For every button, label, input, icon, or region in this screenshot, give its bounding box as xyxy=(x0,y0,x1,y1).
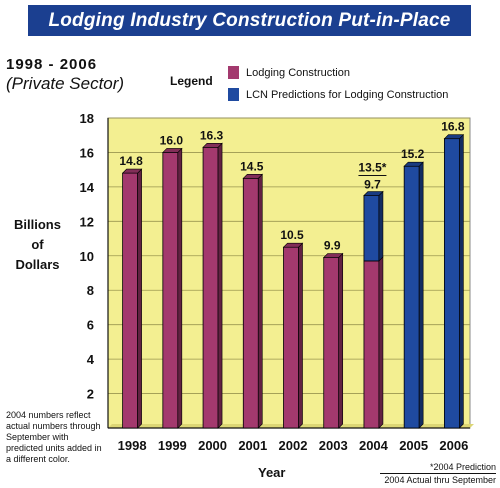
data-label: 10.5 xyxy=(280,228,304,242)
x-tick-label: 1998 xyxy=(118,438,147,453)
x-tick-label: 2006 xyxy=(439,438,468,453)
prediction-note-line2: 2004 Actual thru September xyxy=(384,475,496,485)
y-axis-label-line: of xyxy=(31,237,44,252)
bar-actual xyxy=(242,177,259,429)
bar-actual-side xyxy=(217,142,223,429)
y-tick-label: 4 xyxy=(87,352,95,367)
sector-subtitle: (Private Sector) xyxy=(6,74,125,93)
bar-prediction-top xyxy=(363,191,384,196)
bar-prediction-side xyxy=(378,190,384,262)
prediction-note-line1: *2004 Prediction xyxy=(380,461,496,474)
bar-prediction-side xyxy=(459,133,464,429)
data-label: 14.5 xyxy=(240,159,264,173)
bar-actual xyxy=(283,246,299,429)
bar-prediction xyxy=(363,195,380,262)
x-tick-label: 2002 xyxy=(279,438,308,453)
x-tick-label: 2003 xyxy=(319,438,348,453)
y-tick-label: 12 xyxy=(80,214,94,229)
bar-actual-side xyxy=(298,242,303,429)
bar-actual-top xyxy=(242,173,264,179)
bar-prediction-top xyxy=(403,161,424,167)
data-label: 13.5* xyxy=(358,161,386,175)
bar-actual-top xyxy=(162,148,183,153)
y-tick-label: 2 xyxy=(87,387,94,402)
bar-prediction-top xyxy=(443,134,465,139)
title-banner: Lodging Industry Construction Put-in-Pla… xyxy=(28,5,471,36)
legend-swatch-prediction xyxy=(228,88,239,101)
y-tick-label: 16 xyxy=(80,145,94,160)
bar-actual-top xyxy=(322,253,344,258)
x-tick-label: 1999 xyxy=(158,438,187,453)
chart-title: Lodging Industry Construction Put-in-Pla… xyxy=(48,9,451,31)
bar-prediction xyxy=(443,138,460,429)
y-tick-label: 18 xyxy=(80,111,94,126)
bar-prediction xyxy=(403,165,420,429)
legend-swatch-lodging xyxy=(228,66,239,79)
bar-actual xyxy=(122,172,139,429)
y-axis-label: Billions of Dollars xyxy=(10,215,65,275)
bar-actual-side xyxy=(338,252,344,429)
bar-actual-top xyxy=(121,168,143,174)
bar-actual-top xyxy=(202,142,223,148)
legend-item-prediction: LCN Predictions for Lodging Construction xyxy=(228,88,448,101)
bar-actual-side xyxy=(378,256,384,429)
data-label: 9.9 xyxy=(324,239,341,253)
y-axis-label-line: Billions xyxy=(14,217,61,232)
bar-actual-side xyxy=(177,147,183,429)
bar-actual xyxy=(162,152,179,429)
bar-prediction-side xyxy=(418,161,424,429)
bar-actual-side xyxy=(257,173,263,429)
bar-actual xyxy=(363,260,380,429)
y-tick-label: 10 xyxy=(80,249,94,264)
data-label: 16.3 xyxy=(200,128,224,142)
legend-label-lodging: Lodging Construction xyxy=(246,66,350,79)
data-label: 16.0 xyxy=(160,133,184,147)
x-tick-label: 2000 xyxy=(198,438,227,453)
bar-actual-side xyxy=(137,168,142,429)
x-axis-label: Year xyxy=(258,465,286,480)
prediction-note: *2004 Prediction 2004 Actual thru Septem… xyxy=(380,461,496,486)
y-axis-label-line: Dollars xyxy=(15,257,60,272)
legend-label-prediction: LCN Predictions for Lodging Construction xyxy=(246,88,449,101)
data-label: 15.2 xyxy=(401,147,425,161)
year-range: 1998 - 2006 xyxy=(6,56,98,73)
legend-item-lodging: Lodging Construction xyxy=(228,66,350,79)
legend-title: Legend xyxy=(170,74,213,88)
x-tick-label: 2001 xyxy=(238,438,267,453)
data-label: 14.8 xyxy=(119,154,143,168)
data-label: 16.8 xyxy=(441,120,465,134)
x-tick-label: 2005 xyxy=(399,438,428,453)
x-tick-label: 2004 xyxy=(359,438,389,453)
bar-actual xyxy=(323,257,340,429)
y-tick-label: 14 xyxy=(80,180,95,195)
footnote: 2004 numbers reflect actual numbers thro… xyxy=(6,410,102,464)
bar-actual xyxy=(202,146,219,429)
y-tick-label: 6 xyxy=(87,318,94,333)
bar-actual-top xyxy=(282,242,304,248)
y-tick-label: 8 xyxy=(87,283,94,298)
data-label-secondary: 9.7 xyxy=(364,178,381,192)
